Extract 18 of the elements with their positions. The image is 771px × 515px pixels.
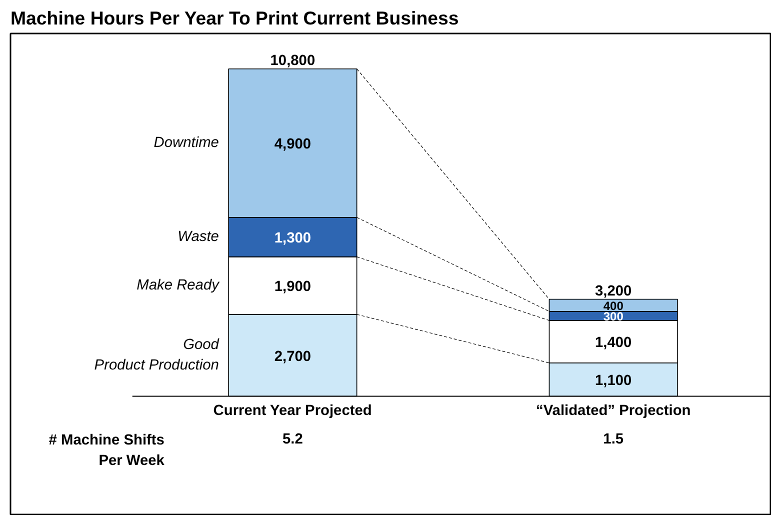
chart-title: Machine Hours Per Year To Print Current Business [10,8,459,28]
x-tick-label: “Validated” Projection [536,402,691,419]
data-label: 1,900 [274,279,312,296]
text: # Machine Shifts Per Week [48,432,166,470]
data-label: 1,100 [595,373,632,390]
series-label: Make Ready [136,278,221,294]
total-label: 10,800 [270,52,316,69]
series-label: Good Product Production [94,336,220,374]
data-label: 2,700 [274,348,312,365]
text: 1.5 [603,431,624,448]
series-label: Waste [178,229,219,246]
x-tick-label: Current Year Projected [213,402,372,419]
text: 5.2 [282,431,303,448]
series-label: Downtime [154,135,219,152]
total-label: 3,200 [595,283,632,300]
data-label: 1,300 [274,230,312,247]
data-label: 1,400 [595,335,632,352]
data-label: 4,900 [274,136,312,153]
